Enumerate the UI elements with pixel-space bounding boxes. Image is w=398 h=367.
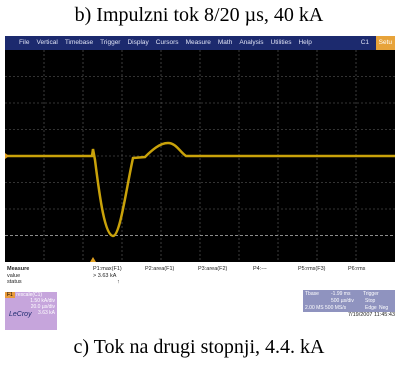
menu-item[interactable]: Math	[218, 39, 232, 46]
param-header: P6:rms	[348, 266, 365, 272]
measure-panel: Measure value status P1:max(F1)P2:area(F…	[5, 262, 395, 318]
brand: LeCroy	[9, 311, 32, 318]
menu-item[interactable]: Vertical	[36, 39, 57, 46]
param-header: P1:max(F1)	[93, 266, 122, 272]
menu-item[interactable]: Cursors	[156, 39, 179, 46]
tb-mode: Stop	[365, 298, 375, 304]
measure-value: > 3.63 kA	[93, 273, 116, 279]
menu-bar: File Vertical Timebase Trigger Display Cursor…	[5, 36, 395, 50]
scope-screen	[5, 50, 395, 262]
tb-type: Edge	[365, 305, 377, 311]
caption: b) Impulzni tok 8/20 µs, 40 kA	[0, 4, 398, 27]
menu-item[interactable]: Analysis	[239, 39, 263, 46]
param-header: P3:area(F2)	[198, 266, 227, 272]
tb-title: Tbase	[305, 291, 319, 297]
timestamp: 7/19/2007 11:45:43	[348, 312, 395, 318]
menu-item[interactable]: Help	[298, 39, 311, 46]
f1-label: F1	[5, 292, 15, 298]
setup-button[interactable]: Setu	[376, 36, 395, 50]
row-label: status	[7, 279, 22, 285]
menu-item[interactable]: Display	[127, 39, 148, 46]
timebase-box[interactable]: Tbase -1.99 ms Trigger 500 µs/div Stop 2…	[303, 290, 395, 312]
menu-item[interactable]: Measure	[186, 39, 211, 46]
menu-item[interactable]: Utilities	[271, 39, 292, 46]
measure-status: ↑	[117, 279, 120, 285]
tb-delay: -1.99 ms	[331, 291, 350, 297]
tb-rate: 2.00 MS 500 MS/s	[305, 305, 346, 311]
param-header: P4:---	[253, 266, 267, 272]
menu-item[interactable]: Timebase	[65, 39, 93, 46]
menu-item[interactable]: Trigger	[100, 39, 120, 46]
tb-div: 500 µs/div	[331, 298, 354, 304]
param-header: P2:area(F1)	[145, 266, 174, 272]
page: {"caption_top":"b) Impulzni tok 8/20 µs,…	[0, 0, 398, 367]
tb-slope: Neg	[379, 305, 388, 311]
channel-label: C1	[361, 36, 369, 50]
param-header: P5:rms(F3)	[298, 266, 326, 272]
caption: c) Tok na drugi stopnji, 4.4. kA	[0, 336, 398, 359]
menu-item[interactable]: File	[19, 39, 29, 46]
measure-title: Measure	[7, 266, 29, 272]
tb-trigger: Trigger	[363, 291, 379, 297]
